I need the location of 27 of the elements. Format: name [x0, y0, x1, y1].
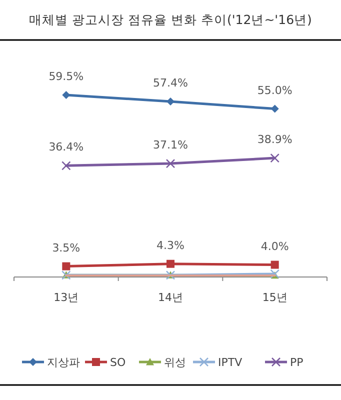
- data-label: 36.4%: [48, 140, 84, 154]
- data-label: 3.5%: [52, 241, 80, 254]
- data-label: 57.4%: [153, 76, 188, 90]
- x-tick-label: 14년: [158, 291, 183, 304]
- point: [270, 153, 280, 163]
- chart-title: 매체별 광고시장 점유율 변화 추이('12년~'16년): [29, 12, 312, 27]
- point: [62, 91, 70, 100]
- legend-label: IPTV: [218, 356, 243, 369]
- point: [166, 260, 174, 268]
- data-label: 4.3%: [156, 238, 184, 252]
- point: [62, 161, 71, 170]
- data-label: 37.1%: [153, 138, 188, 152]
- point: [270, 104, 279, 113]
- legend-label: SO: [110, 356, 126, 369]
- x-tick-label: 13년: [54, 291, 79, 304]
- legend-label: 위성: [164, 356, 186, 369]
- data-label: 55.0%: [257, 84, 292, 97]
- data-label: 59.5%: [48, 70, 84, 84]
- legend-label: PP: [290, 356, 304, 369]
- legend-label: 지상파: [47, 356, 80, 369]
- point: [62, 262, 70, 270]
- x-tick-label: 15년: [262, 291, 288, 304]
- data-label: 4.0%: [260, 240, 289, 253]
- point: [270, 260, 279, 269]
- point: [166, 158, 176, 168]
- point: [166, 97, 174, 106]
- data-label: 38.9%: [257, 133, 292, 146]
